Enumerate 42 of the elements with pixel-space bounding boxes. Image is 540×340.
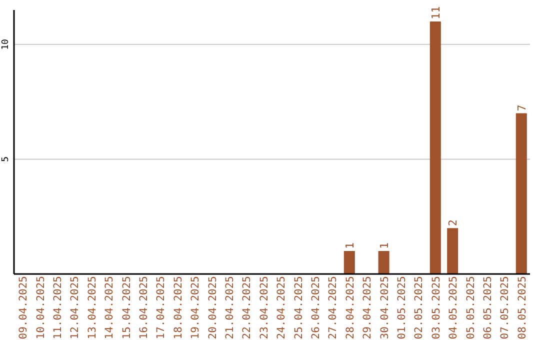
x-tick-label: 27.04.2025 bbox=[327, 276, 340, 340]
x-tick-label: 18.04.2025 bbox=[172, 276, 184, 340]
x-tick-label: 22.04.2025 bbox=[241, 276, 254, 340]
bar bbox=[447, 228, 458, 274]
x-tick-label: 20.04.2025 bbox=[206, 276, 219, 340]
x-tick-label: 26.04.2025 bbox=[310, 276, 322, 340]
x-tick-label: 01.05.2025 bbox=[396, 276, 408, 340]
x-tick-label: 12.04.2025 bbox=[69, 276, 82, 340]
x-tick-label: 23.04.2025 bbox=[258, 276, 270, 340]
data-label: 2 bbox=[446, 219, 460, 226]
x-tick-label: 25.04.2025 bbox=[292, 276, 305, 340]
x-tick-label: 17.04.2025 bbox=[155, 276, 168, 340]
x-tick-label: 02.05.2025 bbox=[413, 276, 426, 340]
x-tick-label: 28.04.2025 bbox=[344, 276, 356, 340]
x-tick-label: 15.04.2025 bbox=[120, 276, 133, 340]
bar bbox=[344, 251, 355, 274]
x-tick-label: 08.05.2025 bbox=[516, 276, 528, 340]
x-tick-label: 03.05.2025 bbox=[430, 276, 442, 340]
x-tick-label: 05.05.2025 bbox=[464, 276, 477, 340]
x-tick-label: 19.04.2025 bbox=[190, 276, 202, 340]
y-tick-label: 5 bbox=[1, 156, 11, 162]
x-tick-label: 04.05.2025 bbox=[448, 276, 460, 340]
x-tick-label: 10.04.2025 bbox=[34, 276, 47, 340]
x-tick-label: 16.04.2025 bbox=[138, 276, 150, 340]
x-tick-label: 30.04.2025 bbox=[378, 276, 391, 340]
x-tick-label: 14.04.2025 bbox=[104, 276, 116, 340]
x-tick-label: 24.04.2025 bbox=[276, 276, 288, 340]
x-tick-label: 13.04.2025 bbox=[86, 276, 98, 340]
data-label: 1 bbox=[343, 242, 356, 250]
x-tick-label: 29.04.2025 bbox=[362, 276, 374, 340]
x-tick-label: 06.05.2025 bbox=[482, 276, 494, 340]
x-tick-label: 21.04.2025 bbox=[224, 276, 236, 340]
bar bbox=[516, 113, 527, 274]
data-label: 11 bbox=[429, 6, 442, 20]
bar bbox=[430, 21, 441, 274]
data-label: 1 bbox=[378, 242, 391, 250]
x-tick-label: 07.05.2025 bbox=[499, 276, 512, 340]
x-tick-label: 09.04.2025 bbox=[18, 276, 30, 340]
bar bbox=[378, 251, 390, 274]
x-tick-label: 11.04.2025 bbox=[52, 276, 64, 340]
y-tick-label: 10 bbox=[1, 39, 11, 50]
data-label: 7 bbox=[515, 104, 528, 112]
